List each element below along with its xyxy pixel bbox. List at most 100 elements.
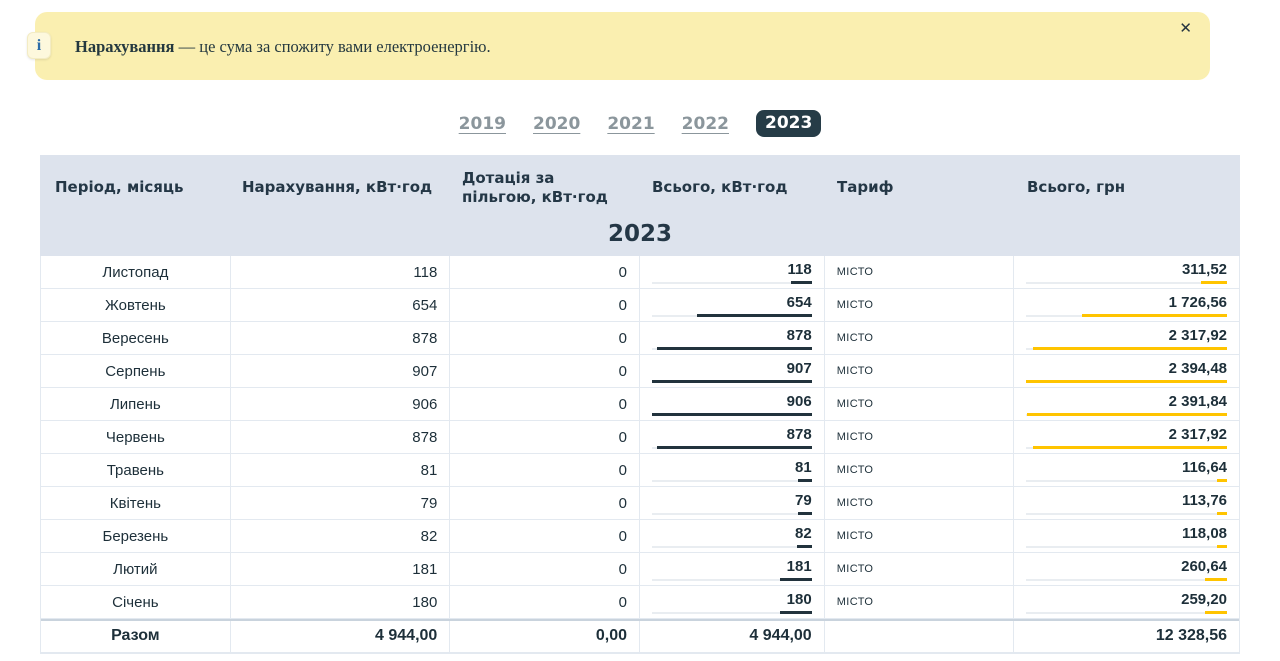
- uah-bar-fill: [1205, 611, 1227, 614]
- kwh-bar-track: [652, 579, 812, 581]
- table-row: Червень 878 0 878 місто 2 317,92: [41, 421, 1239, 454]
- kwh-bar-track: [652, 414, 812, 416]
- tariff-cell: місто: [825, 289, 1015, 321]
- tariff-cell: місто: [825, 388, 1015, 420]
- tariff-cell: місто: [825, 421, 1015, 453]
- kwh-bar-fill: [657, 347, 812, 350]
- uah-bar-fill: [1217, 479, 1227, 482]
- kwh-bar-fill: [798, 479, 812, 482]
- accrued-cell: 907: [231, 355, 451, 387]
- total-kwh-value: 906: [787, 393, 812, 410]
- accrued-cell: 181: [231, 553, 451, 585]
- total-kwh-cell: 878: [640, 322, 825, 354]
- total-uah-cell: 1 726,56: [1014, 289, 1239, 321]
- month-cell: Квітень: [41, 487, 231, 519]
- month-cell: Травень: [41, 454, 231, 486]
- total-kwh-cell: 906: [640, 388, 825, 420]
- tariff-cell: місто: [825, 520, 1015, 552]
- month-cell: Березень: [41, 520, 231, 552]
- accrued-cell: 878: [231, 322, 451, 354]
- table-row: Квітень 79 0 79 місто 113,76: [41, 487, 1239, 520]
- total-uah-cell: 2 317,92: [1014, 421, 1239, 453]
- uah-bar-fill: [1026, 380, 1227, 383]
- tariff-cell: місто: [825, 355, 1015, 387]
- totals-subsidy: 0,00: [450, 621, 640, 652]
- total-uah-cell: 311,52: [1014, 256, 1239, 288]
- total-uah-cell: 260,64: [1014, 553, 1239, 585]
- subsidy-cell: 0: [450, 421, 640, 453]
- accrued-cell: 81: [231, 454, 451, 486]
- total-uah-value: 2 317,92: [1169, 426, 1227, 443]
- kwh-bar-fill: [791, 281, 812, 284]
- uah-bar-fill: [1217, 545, 1227, 548]
- tariff-cell: місто: [825, 553, 1015, 585]
- totals-accrued: 4 944,00: [231, 621, 451, 652]
- tariff-cell: місто: [825, 586, 1015, 618]
- year-tab-2021[interactable]: 2021: [607, 114, 654, 134]
- close-icon[interactable]: ✕: [1179, 21, 1192, 36]
- year-tab-2023-active[interactable]: 2023: [756, 110, 821, 137]
- uah-bar-fill: [1033, 347, 1227, 350]
- totals-total-uah: 12 328,56: [1014, 621, 1239, 652]
- subsidy-cell: 0: [450, 553, 640, 585]
- table-row: Лютий 181 0 181 місто 260,64: [41, 553, 1239, 586]
- table-row: Листопад 118 0 118 місто 311,52: [41, 256, 1239, 289]
- table-footer: Разом 4 944,00 0,00 4 944,00 12 328,56: [40, 619, 1240, 653]
- total-uah-cell: 116,64: [1014, 454, 1239, 486]
- kwh-bar-track: [652, 447, 812, 449]
- uah-bar-track: [1026, 612, 1227, 614]
- kwh-bar-fill: [697, 314, 812, 317]
- kwh-bar-track: [652, 513, 812, 515]
- kwh-bar-fill: [780, 578, 812, 581]
- table-header-row: Період, місяць Нарахування, кВт·год Дота…: [40, 155, 1240, 221]
- uah-bar-track: [1026, 348, 1227, 350]
- total-uah-cell: 2 394,48: [1014, 355, 1239, 387]
- uah-bar-track: [1026, 480, 1227, 482]
- table-row: Травень 81 0 81 місто 116,64: [41, 454, 1239, 487]
- total-kwh-value: 878: [787, 426, 812, 443]
- col-header-tariff: Тариф: [825, 170, 1015, 206]
- total-uah-cell: 118,08: [1014, 520, 1239, 552]
- kwh-bar-fill: [797, 545, 811, 548]
- tariff-cell: місто: [825, 322, 1015, 354]
- uah-bar-fill: [1201, 281, 1227, 284]
- uah-bar-track: [1026, 381, 1227, 383]
- total-kwh-value: 907: [787, 360, 812, 377]
- tariff-cell: місто: [825, 256, 1015, 288]
- col-header-subsidy: Дотація за пільгою, кВт·год: [450, 161, 640, 216]
- subsidy-cell: 0: [450, 289, 640, 321]
- accrued-cell: 878: [231, 421, 451, 453]
- year-tab-2022[interactable]: 2022: [682, 114, 729, 134]
- total-kwh-value: 180: [787, 591, 812, 608]
- subsidy-cell: 0: [450, 487, 640, 519]
- total-uah-value: 113,76: [1182, 492, 1227, 509]
- info-banner: i Нарахування — це сума за спожиту вами …: [35, 12, 1210, 80]
- year-tab-2020[interactable]: 2020: [533, 114, 580, 134]
- total-uah-cell: 2 317,92: [1014, 322, 1239, 354]
- consumption-table: Період, місяць Нарахування, кВт·год Дота…: [40, 155, 1240, 654]
- total-kwh-cell: 82: [640, 520, 825, 552]
- banner-term: Нарахування: [75, 37, 174, 56]
- kwh-bar-track: [652, 480, 812, 482]
- accrued-cell: 180: [231, 586, 451, 618]
- total-uah-cell: 259,20: [1014, 586, 1239, 618]
- total-uah-value: 2 317,92: [1169, 327, 1227, 344]
- year-tab-2019[interactable]: 2019: [459, 114, 506, 134]
- totals-total-kwh: 4 944,00: [640, 621, 825, 652]
- kwh-bar-track: [652, 381, 812, 383]
- total-uah-cell: 2 391,84: [1014, 388, 1239, 420]
- subsidy-cell: 0: [450, 322, 640, 354]
- uah-bar-fill: [1082, 314, 1227, 317]
- table-row: Серпень 907 0 907 місто 2 394,48: [41, 355, 1239, 388]
- total-kwh-value: 81: [795, 459, 812, 476]
- totals-label: Разом: [41, 621, 231, 652]
- kwh-bar-track: [652, 348, 812, 350]
- total-uah-value: 118,08: [1182, 525, 1227, 542]
- kwh-bar-fill: [652, 413, 812, 416]
- uah-bar-track: [1026, 447, 1227, 449]
- totals-tariff: [825, 621, 1015, 652]
- year-tabs: 2019 2020 2021 2022 2023: [0, 110, 1280, 137]
- kwh-bar-track: [652, 612, 812, 614]
- accrued-cell: 82: [231, 520, 451, 552]
- month-cell: Лютий: [41, 553, 231, 585]
